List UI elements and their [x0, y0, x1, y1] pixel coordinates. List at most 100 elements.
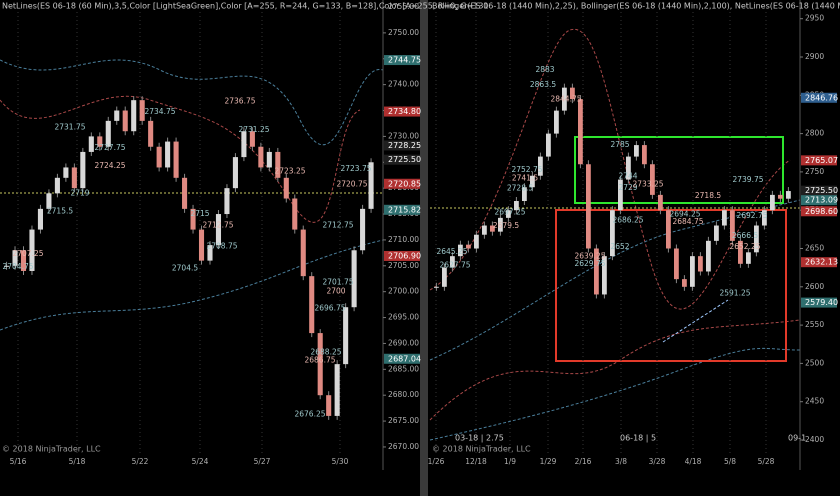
candle — [258, 146, 264, 168]
price-annotation: 2686.75 — [304, 355, 335, 364]
candle — [714, 225, 719, 241]
price-tag — [801, 206, 837, 217]
price-tag-label: 2715.82 — [388, 205, 421, 214]
candle — [309, 276, 315, 334]
divider — [420, 0, 428, 496]
price-annotation: 2723.75 — [340, 164, 371, 173]
x-date-label: 5/28 — [758, 457, 775, 466]
price-tag-label: 2706.90 — [388, 251, 421, 260]
candle — [131, 100, 137, 132]
price-annotation: 2724.25 — [94, 161, 125, 170]
candle — [634, 145, 639, 157]
candle — [498, 217, 503, 232]
x-date-label: 4/18 — [685, 457, 702, 466]
x-date-label: 5/16 — [10, 457, 27, 466]
price-tag — [384, 106, 420, 117]
y-tick-label: 2400 — [805, 435, 824, 444]
candle — [326, 395, 332, 416]
price-annotation: 2736.75 — [224, 96, 255, 105]
price-annotation: 2696.75 — [314, 304, 345, 313]
price-annotation: 2694.25 — [669, 210, 700, 219]
price-tag — [384, 140, 420, 151]
candle — [343, 307, 349, 365]
candle — [506, 210, 511, 218]
band-line — [429, 319, 801, 421]
candle — [642, 145, 647, 165]
price-tag-label: 2698.60 — [805, 207, 838, 216]
price-annotation: 2752.75 — [511, 165, 542, 174]
x-date-label: 1/9 — [504, 457, 516, 466]
y-tick-label: 2740.00 — [388, 80, 419, 89]
candle — [80, 151, 86, 189]
panel-header: NetLines(ES 06-18 (60 Min),3,5,Color [Li… — [2, 2, 489, 11]
x-date-label: 1/26 — [428, 457, 445, 466]
candle — [54, 177, 60, 194]
range-box — [555, 209, 787, 362]
price-tag-label: 2846.76 — [805, 93, 838, 102]
copyright: © 2018 NinjaTrader, LLC — [432, 445, 531, 454]
y-tick-label: 2680.00 — [388, 390, 419, 399]
price-annotation: 2744 — [618, 171, 637, 180]
candle — [114, 110, 120, 121]
candle — [514, 201, 519, 211]
candle — [71, 167, 77, 189]
y-tick-label: 2450 — [805, 397, 824, 406]
band-line — [0, 239, 384, 331]
price-tag — [384, 178, 420, 189]
y-tick-label: 2710.00 — [388, 235, 419, 244]
x-date-label: 5/22 — [132, 457, 149, 466]
price-tag-label: 2725.50 — [805, 186, 838, 195]
candle — [770, 194, 775, 211]
price-annotation: 2715 — [190, 209, 209, 218]
price-annotation: 2844.75 — [550, 94, 581, 103]
y-tick-label: 2705.00 — [388, 261, 419, 270]
price-tag-label: 2765.07 — [805, 156, 838, 165]
price-tag — [801, 195, 837, 206]
y-tick-label: 2550 — [805, 320, 824, 329]
candle — [474, 234, 479, 249]
price-annotation: 2629.75 — [574, 259, 605, 268]
candle — [522, 187, 527, 202]
price-annotation: 2666.5 — [732, 231, 758, 240]
candle — [578, 99, 583, 165]
candle — [682, 279, 687, 287]
candle — [762, 210, 767, 226]
price-annotation: 2686.25 — [612, 216, 643, 225]
candle — [786, 191, 791, 199]
candle — [490, 225, 495, 232]
y-tick-label: 2730.00 — [388, 131, 419, 140]
price-annotation: 2652.25 — [729, 242, 760, 251]
price-annotation: 2863.5 — [530, 80, 556, 89]
range-box — [574, 136, 784, 204]
candle — [139, 100, 145, 121]
candle — [458, 244, 463, 257]
candle — [650, 164, 655, 195]
price-annotation: 2729 — [618, 183, 637, 192]
price-annotation: 2684.75 — [672, 217, 703, 226]
candle — [706, 240, 711, 272]
candle — [530, 175, 535, 188]
x-date-label: 2/16 — [575, 457, 592, 466]
price-annotation: 2883 — [535, 65, 554, 74]
candle — [317, 333, 323, 396]
candle — [334, 364, 340, 416]
price-annotation: 2741.5 — [512, 173, 538, 182]
price-annotation: 2734.75 — [144, 107, 175, 116]
price-annotation: 2704.75 — [2, 262, 33, 271]
price-annotation: 2645.25 — [436, 247, 467, 256]
price-tag-label: 2728.25 — [388, 141, 421, 150]
price-annotation: 2728.5 — [507, 183, 533, 192]
y-tick-label: 2600 — [805, 282, 824, 291]
panel-label: 03-18 | 2.75 — [455, 434, 504, 443]
price-tag-label: 2579.40 — [805, 298, 838, 307]
candle — [610, 210, 615, 257]
candle — [266, 151, 272, 168]
price-annotation: 2715.5 — [47, 206, 73, 215]
price-annotation: 2688.25 — [310, 347, 341, 356]
price-annotation: 2652 — [610, 242, 629, 251]
candle — [232, 157, 238, 189]
candle — [122, 110, 128, 132]
candle — [12, 250, 18, 266]
trend-line — [662, 299, 729, 343]
candle — [546, 133, 551, 157]
